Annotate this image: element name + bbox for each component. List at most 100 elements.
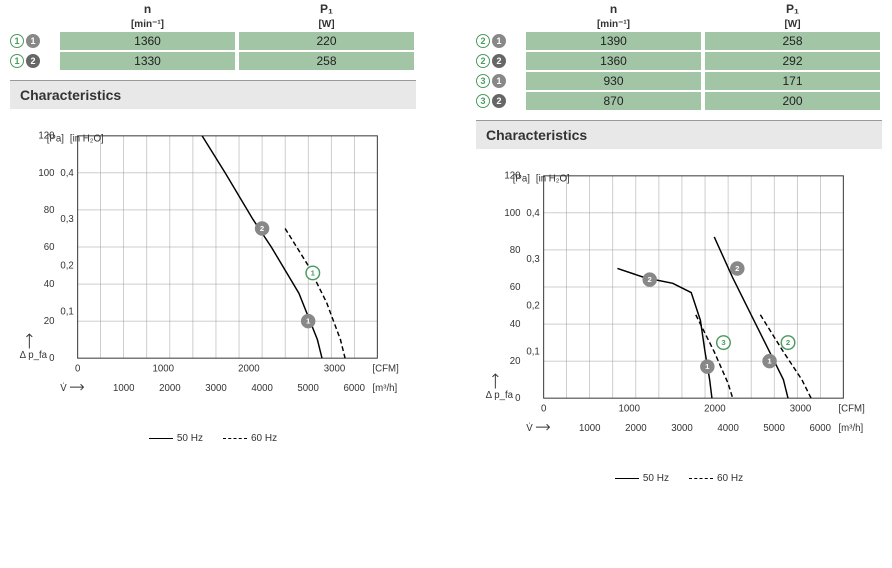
data-cell: 258 <box>705 32 880 50</box>
svg-text:2000: 2000 <box>159 383 180 394</box>
svg-text:20: 20 <box>44 316 55 327</box>
svg-text:0: 0 <box>541 404 546 415</box>
badge-2: 2 <box>476 34 490 48</box>
svg-text:6000: 6000 <box>810 423 831 434</box>
svg-text:60: 60 <box>44 242 55 253</box>
right-legend: 50 Hz 60 Hz <box>476 473 882 484</box>
table-row: 221360292 <box>476 52 882 70</box>
data-cell: 1330 <box>60 52 235 70</box>
svg-text:2000: 2000 <box>625 423 646 434</box>
data-cell: 1360 <box>60 32 235 50</box>
col-p1: P₁[W] <box>703 0 882 32</box>
svg-text:4000: 4000 <box>251 383 272 394</box>
svg-text:0,3: 0,3 <box>60 214 73 225</box>
svg-text:3: 3 <box>721 338 726 347</box>
svg-text:5000: 5000 <box>763 423 784 434</box>
svg-text:20: 20 <box>510 356 521 367</box>
characteristics-heading: Characteristics <box>10 80 416 109</box>
svg-text:1000: 1000 <box>619 404 640 415</box>
data-cell: 220 <box>239 32 414 50</box>
badge-1: 1 <box>492 34 506 48</box>
left-legend: 50 Hz 60 Hz <box>10 433 416 444</box>
svg-text:1000: 1000 <box>579 423 600 434</box>
svg-text:2: 2 <box>648 275 652 284</box>
svg-text:2: 2 <box>735 264 739 273</box>
table-row: 21 1390258 <box>476 32 882 50</box>
svg-text:[Pa]: [Pa] <box>513 174 530 185</box>
svg-text:0,4: 0,4 <box>60 168 74 179</box>
main-container: n[min⁻¹] P₁[W] 111360220121330258 Charac… <box>0 0 892 484</box>
legend-item: 50 Hz <box>615 473 669 484</box>
right-chart: 0204060801001200,10,20,30,40100020003000… <box>476 161 882 471</box>
badge-1: 1 <box>26 34 40 48</box>
svg-text:2: 2 <box>260 224 264 233</box>
legend-item: 60 Hz <box>689 473 743 484</box>
svg-text:0,3: 0,3 <box>526 254 539 265</box>
col-p1: P₁[W] <box>237 0 416 32</box>
svg-text:0: 0 <box>515 393 520 404</box>
data-cell: 930 <box>526 72 701 90</box>
svg-text:40: 40 <box>510 319 521 330</box>
svg-text:Δ p_fa: Δ p_fa <box>20 350 48 361</box>
svg-text:1000: 1000 <box>153 364 174 375</box>
legend-item: 60 Hz <box>223 433 277 444</box>
svg-text:Δ p_fa: Δ p_fa <box>486 390 514 401</box>
table-row: 31930171 <box>476 72 882 90</box>
right-half: n[min⁻¹] P₁[W] 2113902582213602923193017… <box>476 0 882 484</box>
svg-text:0,1: 0,1 <box>526 347 539 358</box>
badge-2: 2 <box>476 54 490 68</box>
svg-text:80: 80 <box>510 245 521 256</box>
badge-1: 1 <box>10 54 24 68</box>
characteristics-heading: Characteristics <box>476 120 882 149</box>
svg-text:0,1: 0,1 <box>60 307 73 318</box>
table-row: 12 1330258 <box>10 52 416 70</box>
table-header: n[min⁻¹] P₁[W] <box>476 0 882 32</box>
col-n: n[min⁻¹] <box>524 0 703 32</box>
svg-text:[in H₂O]: [in H₂O] <box>536 174 570 185</box>
badge-2: 2 <box>26 54 40 68</box>
data-cell: 292 <box>705 52 880 70</box>
badge-1: 1 <box>492 74 506 88</box>
svg-text:0,2: 0,2 <box>526 300 539 311</box>
data-cell: 200 <box>705 92 880 110</box>
svg-text:40: 40 <box>44 279 55 290</box>
data-cell: 171 <box>705 72 880 90</box>
svg-text:80: 80 <box>44 205 55 216</box>
svg-text:100: 100 <box>38 168 54 179</box>
svg-text:0: 0 <box>49 353 54 364</box>
svg-text:[Pa]: [Pa] <box>47 134 64 145</box>
svg-text:[CFM]: [CFM] <box>373 364 399 375</box>
badge-1: 1 <box>10 34 24 48</box>
badge-2: 2 <box>492 94 506 108</box>
svg-text:V̇: V̇ <box>526 423 533 434</box>
table-row: 11 1360220 <box>10 32 416 50</box>
svg-text:6000: 6000 <box>344 383 365 394</box>
badge-2: 2 <box>492 54 506 68</box>
table-row: 32 870200 <box>476 92 882 110</box>
svg-text:0,4: 0,4 <box>526 208 540 219</box>
svg-text:3000: 3000 <box>324 364 345 375</box>
data-cell: 1390 <box>526 32 701 50</box>
left-table: n[min⁻¹] P₁[W] 111360220121330258 <box>10 0 416 70</box>
svg-text:2000: 2000 <box>704 404 725 415</box>
svg-text:1: 1 <box>306 317 311 326</box>
svg-text:60: 60 <box>510 282 521 293</box>
svg-text:[m³/h]: [m³/h] <box>839 423 864 434</box>
svg-text:2: 2 <box>786 338 790 347</box>
data-cell: 870 <box>526 92 701 110</box>
svg-text:[CFM]: [CFM] <box>839 404 865 415</box>
badge-3: 3 <box>476 94 490 108</box>
svg-text:1000: 1000 <box>113 383 134 394</box>
col-n: n[min⁻¹] <box>58 0 237 32</box>
svg-text:1: 1 <box>311 268 316 277</box>
svg-text:3000: 3000 <box>205 383 226 394</box>
legend-item: 50 Hz <box>149 433 203 444</box>
svg-text:0,2: 0,2 <box>60 260 73 271</box>
svg-text:0: 0 <box>75 364 80 375</box>
data-cell: 258 <box>239 52 414 70</box>
right-table: n[min⁻¹] P₁[W] 2113902582213602923193017… <box>476 0 882 110</box>
svg-text:3000: 3000 <box>671 423 692 434</box>
svg-text:2000: 2000 <box>238 364 259 375</box>
svg-text:4000: 4000 <box>717 423 738 434</box>
svg-text:[m³/h]: [m³/h] <box>373 383 398 394</box>
